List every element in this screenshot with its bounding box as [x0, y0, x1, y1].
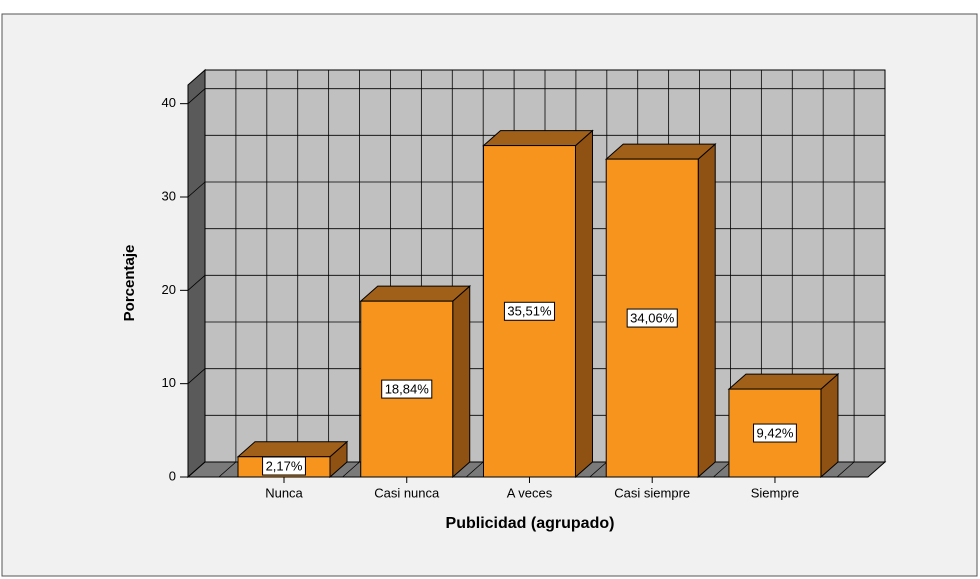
- value-label-box: [381, 379, 433, 399]
- bar-top: [359, 285, 472, 302]
- floor-grid: [589, 461, 608, 478]
- value-label-group: 9,42%: [753, 423, 797, 443]
- x-tick-label: Casi siempre: [614, 485, 690, 500]
- x-tick-label: Casi nunca: [374, 485, 440, 500]
- left-wall: [187, 68, 206, 479]
- floor-grid: [465, 461, 484, 478]
- x-tick-label: Siempre: [751, 485, 799, 500]
- y-tick-label: 40: [162, 95, 176, 110]
- value-label: 18,84%: [385, 382, 430, 397]
- floor-grid: [342, 461, 360, 478]
- value-label-group: 34,06%: [626, 308, 678, 328]
- value-label-group: 2,17%: [262, 456, 306, 476]
- value-label: 9,42%: [757, 425, 794, 440]
- value-label-group: 18,84%: [381, 379, 433, 399]
- value-label-group: 35,51%: [503, 301, 556, 321]
- floor-grid: [713, 461, 731, 478]
- left-grid-line: [187, 275, 206, 291]
- value-label-box: [503, 301, 556, 321]
- bar-side: [697, 142, 716, 479]
- bar-side: [452, 285, 471, 479]
- left-grid-line: [187, 461, 206, 478]
- bar-top: [727, 373, 840, 390]
- value-label: 2,17%: [266, 458, 303, 473]
- value-label-box: [753, 423, 797, 443]
- value-label: 35,51%: [507, 304, 552, 319]
- y-tick-label: 30: [162, 188, 176, 203]
- floor-grid: [218, 461, 237, 478]
- y-tick-label: 10: [162, 375, 176, 390]
- bar-top: [482, 130, 594, 147]
- left-grid-line: [187, 368, 206, 384]
- y-axis-title: Porcentaje: [121, 245, 138, 322]
- y-tick-label: 0: [169, 468, 176, 483]
- value-label-box: [626, 308, 678, 328]
- value-label-box: [262, 456, 306, 476]
- floor-grid: [836, 461, 855, 478]
- bar-top: [604, 143, 717, 160]
- x-tick-label: Nunca: [265, 485, 303, 500]
- x-axis-title: Publicidad (agrupado): [446, 515, 615, 532]
- bar-side: [574, 129, 593, 479]
- left-grid-line: [187, 181, 206, 198]
- bar-top: [236, 441, 349, 458]
- left-grid-line: [187, 88, 206, 104]
- y-tick-label: 20: [162, 282, 176, 297]
- value-label: 34,06%: [630, 310, 675, 325]
- x-tick-label: A veces: [507, 485, 553, 500]
- bar-side: [820, 372, 839, 479]
